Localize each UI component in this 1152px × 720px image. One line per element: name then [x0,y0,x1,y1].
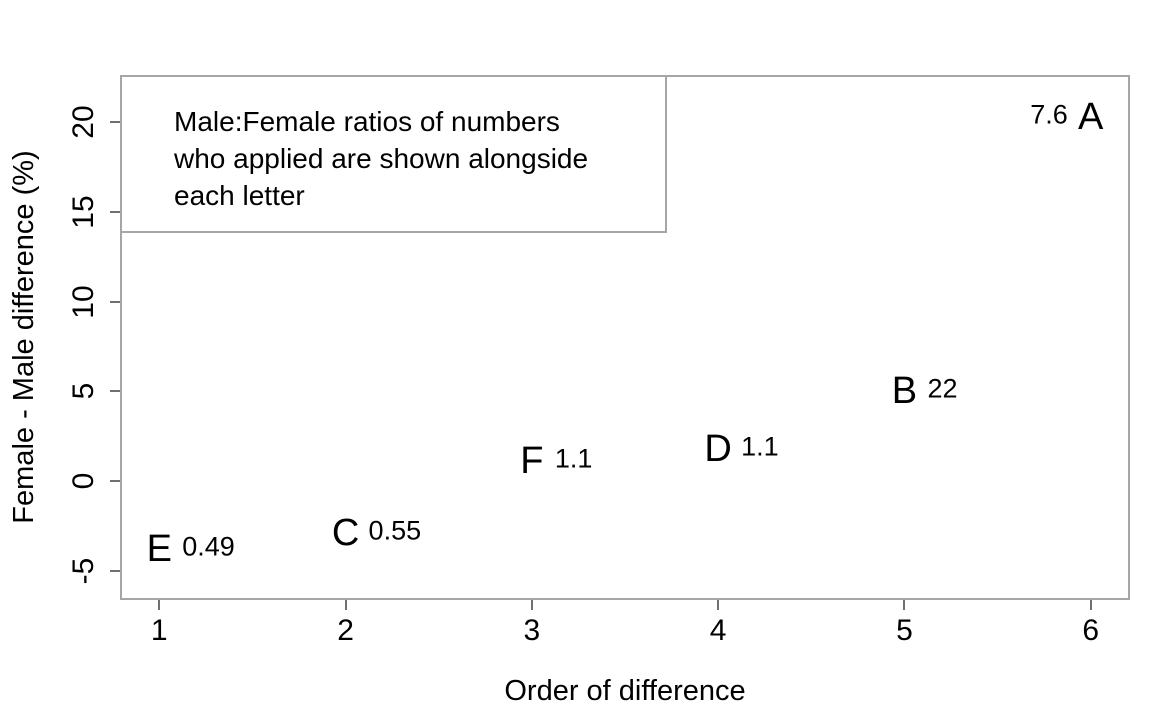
x-tick-mark-1 [158,600,161,610]
x-tick-label-1: 1 [150,614,168,647]
x-tick-label-6: 6 [1082,614,1100,647]
x-tick-mark-3 [530,600,533,610]
point-ratio-label-D: 1.1 [741,431,779,462]
x-tick-mark-2 [344,600,347,610]
y-tick-mark-15 [110,210,120,213]
point-letter-A: A [1078,95,1104,138]
y-axis-title: Female - Male difference (%) [8,150,41,524]
point-letter-E: E [146,528,172,571]
point-letter-C: C [331,512,360,555]
y-tick-label-20: 20 [67,105,100,139]
plot-area: Male:Female ratios of numbers who applie… [120,75,1130,600]
y-tick-label--5: -5 [67,557,100,585]
y-tick-mark--5 [110,570,120,573]
y-tick-mark-5 [110,390,120,393]
y-tick-mark-0 [110,480,120,483]
x-tick-label-2: 2 [337,614,354,647]
annotation-line-1: Male:Female ratios of numbers [174,106,560,137]
point-ratio-label-E: 0.49 [182,531,235,562]
x-tick-label-3: 3 [523,614,541,647]
annotation-line-2: who applied are shown alongside [174,143,589,174]
y-axis: -5 0 5 10 15 20 [60,77,120,598]
x-tick-label-4: 4 [709,614,727,647]
x-axis-title: Order of difference [504,675,746,707]
x-tick-mark-6 [1089,600,1092,610]
data-points-layer: E 0.49 C 0.55 F 1.1 D 1.1 B 22 A 7.6 [122,77,1128,598]
y-tick-label-5: 5 [67,383,100,400]
x-tick-mark-5 [903,600,906,610]
y-tick-mark-10 [110,300,120,303]
point-ratio-label-C: 0.55 [368,515,422,546]
point-letter-F: F [520,440,544,483]
point-ratio-label-B: 22 [927,373,958,404]
y-tick-label-15: 15 [67,195,100,229]
annotation-box: Male:Female ratios of numbers who applie… [120,75,667,233]
x-axis: 1 2 3 4 5 6 [122,600,1128,660]
x-tick-mark-4 [717,600,720,610]
annotation-line-3: each letter [174,180,305,211]
y-tick-label-10: 10 [67,284,100,319]
y-tick-label-0: 0 [67,472,100,490]
y-tick-mark-20 [110,120,120,123]
point-ratio-label-A: 7.6 [1030,99,1068,130]
point-ratio-label-F: 1.1 [554,443,593,474]
x-tick-label-5: 5 [896,614,913,647]
point-letter-D: D [704,427,732,470]
point-letter-B: B [891,370,918,413]
